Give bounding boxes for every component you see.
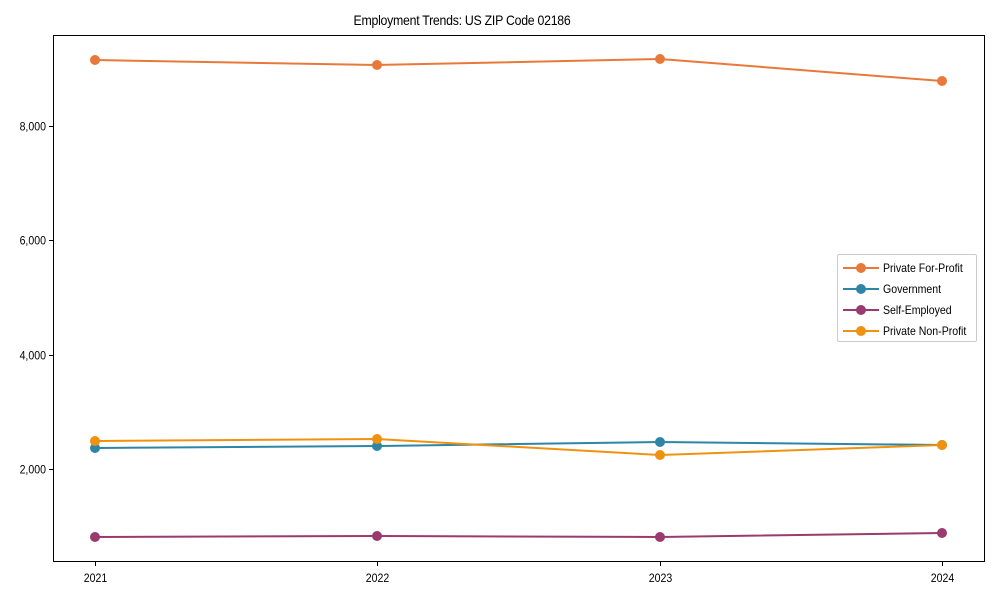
- legend-label: Government: [883, 281, 942, 296]
- x-tick-label: 2023: [649, 572, 672, 585]
- data-point-marker: [372, 441, 382, 451]
- data-point-marker: [937, 528, 947, 538]
- legend-label: Private Non-Profit: [883, 323, 967, 338]
- data-point-marker: [372, 434, 382, 444]
- legend: Private For-Profit Government Self-Emplo…: [837, 254, 977, 342]
- legend-item-private-non-profit: Private Non-Profit: [838, 320, 978, 341]
- x-tick-label: 2022: [366, 572, 389, 585]
- x-tick-label: 2021: [84, 572, 107, 585]
- axes-frame: [53, 35, 985, 562]
- series-private-non-profit: [90, 434, 947, 460]
- data-point-marker: [372, 60, 382, 70]
- series-private-for-profit: [90, 54, 947, 86]
- data-point-marker: [937, 76, 947, 86]
- legend-marker-icon: [843, 320, 879, 341]
- legend-marker-icon: [843, 278, 879, 299]
- y-tick-label: 6,000: [20, 235, 46, 248]
- data-point-marker: [937, 440, 947, 450]
- x-axis: 2021 2022 2023 2024: [84, 562, 954, 585]
- series-line: [94, 441, 943, 449]
- data-point-marker: [655, 450, 665, 460]
- data-point-marker: [90, 436, 100, 446]
- data-point-marker: [90, 443, 100, 453]
- series-line: [94, 438, 943, 456]
- legend-item-self-employed: Self-Employed: [838, 299, 961, 320]
- chart-title: Employment Trends: US ZIP Code 02186: [353, 12, 571, 28]
- series-line: [94, 532, 943, 538]
- y-tick-label: 4,000: [20, 350, 46, 363]
- data-point-marker: [655, 54, 665, 64]
- series-self-employed: [90, 528, 947, 542]
- data-point-marker: [655, 437, 665, 447]
- data-point-marker: [90, 55, 100, 65]
- y-tick-label: 2,000: [20, 464, 46, 477]
- legend-item-private-for-profit: Private For-Profit: [838, 257, 974, 278]
- legend-marker-icon: [843, 299, 879, 320]
- y-tick-label: 8,000: [20, 121, 46, 134]
- data-point-marker: [655, 532, 665, 542]
- legend-label: Self-Employed: [883, 302, 952, 317]
- data-point-marker: [372, 531, 382, 541]
- series-layer: [90, 54, 947, 542]
- legend-marker-icon: [843, 257, 879, 278]
- legend-item-government: Government: [838, 278, 949, 299]
- series-line: [94, 58, 943, 82]
- data-point-marker: [90, 532, 100, 542]
- legend-label: Private For-Profit: [883, 260, 963, 275]
- x-tick-label: 2024: [931, 572, 954, 585]
- y-axis: 2,000 4,000 6,000 8,000: [20, 121, 53, 477]
